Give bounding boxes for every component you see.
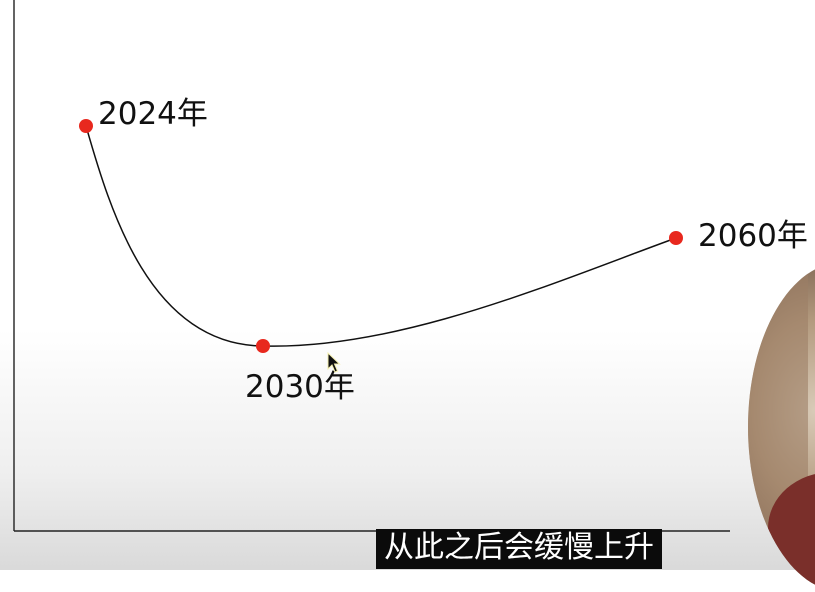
label-2060: 2060年 [698,218,808,254]
point-2030 [256,339,270,353]
mouse-pointer-icon [327,352,341,373]
subtitle-caption: 从此之后会缓慢上升 [376,529,662,569]
presenter-video [748,262,815,592]
trend-curve [85,125,677,347]
point-2024 [79,119,93,133]
label-2030: 2030年 [245,369,355,405]
point-2060 [669,231,683,245]
label-2024: 2024年 [98,96,208,132]
trend-diagram [13,0,730,532]
